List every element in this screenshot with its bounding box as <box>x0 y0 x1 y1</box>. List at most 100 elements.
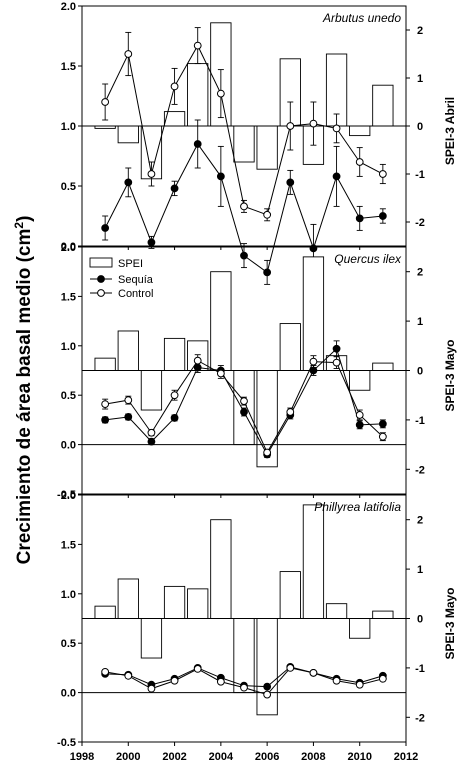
control-point <box>263 210 272 219</box>
y-tick-label: 2.0 <box>61 242 76 254</box>
control-point <box>378 170 387 178</box>
y-tick-label: -0.5 <box>57 737 76 749</box>
control-point <box>193 41 202 50</box>
x-tick-label: 2008 <box>301 751 325 763</box>
spei-bar <box>279 571 301 619</box>
y-tick-label: 1.0 <box>61 121 76 133</box>
control-point <box>240 683 248 692</box>
y-tick-label: 1.0 <box>61 341 76 353</box>
y2-tick-label: 0 <box>417 366 423 378</box>
x-tick-label: 2000 <box>116 751 140 763</box>
spei-bar <box>163 585 186 619</box>
control-point <box>378 432 387 441</box>
spei-bar <box>349 370 371 391</box>
spei-bar <box>140 618 163 659</box>
sequia-point <box>101 416 110 424</box>
sequia-point <box>378 419 387 428</box>
y2-axis-label: SPEI-3 Mayo <box>443 587 457 659</box>
legend: SPEI Sequía Control <box>89 257 154 300</box>
sequia-point <box>332 172 341 181</box>
control-point <box>263 690 272 699</box>
spei-bar <box>117 125 139 144</box>
control-point <box>332 676 341 685</box>
control-point <box>216 89 225 98</box>
legend-sequia-marker <box>97 275 105 283</box>
control-point <box>216 369 225 378</box>
y-tick-label: -0.5 <box>57 489 76 501</box>
y2-axis-label: SPEI-3 Abril <box>443 97 457 165</box>
panel-1: 0.0 0.5 1.0 1.5 2.0 -2 -1 0 1 2 SPEI-3 Abril Arbutu… <box>61 1 457 285</box>
spei-bar <box>187 63 209 127</box>
control-point <box>309 668 318 677</box>
control-point <box>101 667 110 676</box>
y-tick-label: 0.5 <box>61 638 76 650</box>
spei-bar <box>372 362 394 371</box>
spei-bar <box>325 603 348 619</box>
y2-axis-label: SPEI-3 Mayo <box>443 339 457 411</box>
y-tick-label: 0.5 <box>61 390 76 402</box>
spei-bar <box>302 504 325 619</box>
legend-control-label: Control <box>118 288 153 300</box>
x-tick-label: 2002 <box>162 751 186 763</box>
sequia-point <box>124 413 133 421</box>
y2-tick-label: -2 <box>415 712 425 724</box>
spei-bar <box>163 337 186 371</box>
control-point <box>170 676 179 685</box>
y2-tick-label: -2 <box>415 217 425 229</box>
control-point <box>240 397 248 406</box>
spei-bar <box>233 618 255 694</box>
sequia-point <box>286 178 295 187</box>
panel-2: -0.5 0.0 0.5 1.0 1.5 2.0 -2 -1 0 1 2 SPEI-3 Mayo Que… <box>57 242 457 501</box>
y2-tick-label: 1 <box>417 73 423 85</box>
sequia-point <box>101 224 110 232</box>
control-point <box>355 158 364 166</box>
sequia-point <box>170 414 179 422</box>
sequia-point <box>263 682 272 691</box>
control-point <box>332 358 341 367</box>
y2-tick-label: 1 <box>417 316 423 328</box>
y-tick-label: 1.5 <box>61 291 76 303</box>
sequia-point <box>124 178 133 187</box>
control-point <box>355 680 364 689</box>
y-tick-label: 0.0 <box>61 688 76 700</box>
spei-bar <box>372 610 394 619</box>
spei-bar <box>117 578 139 619</box>
y-tick-label: 1.0 <box>61 589 76 601</box>
sequia-point <box>355 420 364 429</box>
control-point <box>332 124 341 133</box>
control-point <box>170 391 179 400</box>
spei-bar <box>210 519 232 619</box>
spei-bar <box>140 370 163 411</box>
control-point <box>193 664 202 673</box>
sequia-point <box>309 366 318 375</box>
sequia-point <box>240 251 248 260</box>
y2-tick-label: 0 <box>417 614 423 626</box>
legend-spei-label: SPEI <box>118 258 143 270</box>
control-point <box>101 98 110 106</box>
x-tick-label: 2004 <box>209 751 234 763</box>
sequia-point <box>240 408 248 416</box>
y-axis-label: Crecimiento de área basal medio (cm2) <box>12 216 35 565</box>
legend-spei-swatch <box>89 257 113 268</box>
y2-tick-label: -1 <box>415 415 425 427</box>
y-tick-label: 2.0 <box>61 1 76 13</box>
spei-bar <box>233 125 255 163</box>
y-tick-label: 1.5 <box>61 61 76 73</box>
y2-tick-label: 2 <box>417 25 423 37</box>
sequia-point <box>378 212 387 220</box>
spei-bar <box>349 618 371 639</box>
panel-title: Quercus ilex <box>334 252 402 266</box>
sequia-point <box>193 140 202 148</box>
sequia-point <box>147 238 156 247</box>
control-point <box>355 411 364 419</box>
panel-title: Arbutus unedo <box>322 11 401 25</box>
sequia-point <box>147 437 156 446</box>
control-point <box>170 82 179 91</box>
control-point <box>147 428 156 437</box>
y2-tick-label: -1 <box>415 663 425 675</box>
y2-tick-label: 2 <box>417 515 423 527</box>
y2-tick-label: -1 <box>415 169 425 181</box>
y-tick-label: 1.5 <box>61 539 76 551</box>
spei-bar <box>349 125 371 137</box>
y2-tick-label: 0 <box>417 121 423 133</box>
